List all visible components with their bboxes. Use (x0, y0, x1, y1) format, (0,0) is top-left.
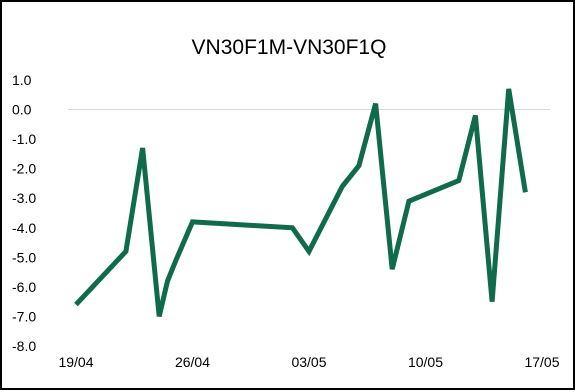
y-tick-label: -4.0 (12, 220, 36, 236)
x-tick-label: 17/05 (524, 354, 559, 370)
y-tick-label: -6.0 (12, 279, 36, 295)
x-tick-label: 03/05 (291, 354, 326, 370)
y-tick-label: -2.0 (12, 161, 36, 177)
y-tick-label: 0.0 (12, 102, 32, 118)
y-tick-label: 1.0 (12, 72, 32, 88)
series-line (76, 89, 525, 317)
x-tick-label: 19/04 (58, 354, 93, 370)
y-tick-label: -7.0 (12, 308, 36, 324)
series-group (76, 89, 526, 317)
x-tick-label: 26/04 (175, 354, 210, 370)
y-tick-label: -5.0 (12, 249, 36, 265)
x-axis-ticks: 19/04 26/04 03/05 10/05 17/05 (58, 354, 559, 370)
y-tick-label: -8.0 (12, 338, 36, 354)
chart-title: VN30F1M-VN30F1Q (192, 36, 387, 59)
y-tick-label: -3.0 (12, 190, 36, 206)
y-tick-label: -1.0 (12, 131, 36, 147)
y-axis-ticks: 1.0 0.0 -1.0 -2.0 -3.0 -4.0 -5.0 -6.0 -7.0 -8.0 (12, 72, 36, 354)
x-tick-label: 10/05 (408, 354, 443, 370)
